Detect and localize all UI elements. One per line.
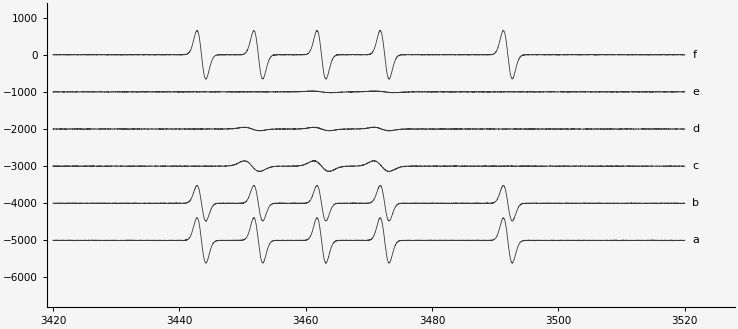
- Text: e: e: [692, 87, 699, 97]
- Text: c: c: [692, 161, 698, 171]
- Text: b: b: [692, 198, 700, 208]
- Text: a: a: [692, 235, 699, 245]
- Text: d: d: [692, 124, 700, 134]
- Text: f: f: [692, 50, 696, 60]
